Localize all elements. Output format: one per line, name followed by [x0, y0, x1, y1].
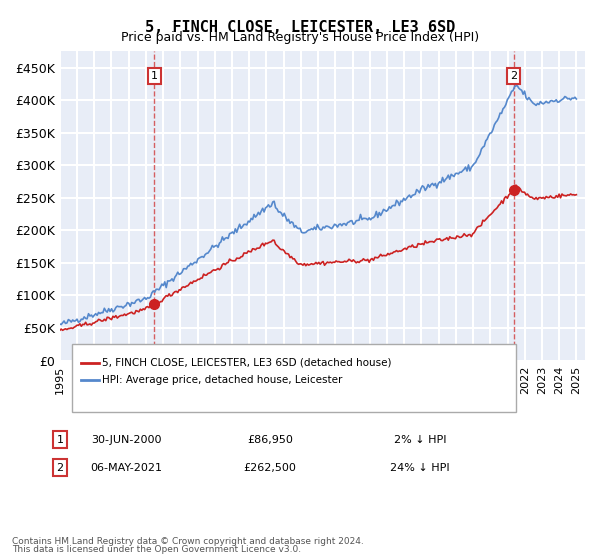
Text: 1: 1: [56, 435, 64, 445]
Text: 24% ↓ HPI: 24% ↓ HPI: [390, 463, 450, 473]
Text: 06-MAY-2021: 06-MAY-2021: [90, 463, 162, 473]
Text: Contains HM Land Registry data © Crown copyright and database right 2024.: Contains HM Land Registry data © Crown c…: [12, 537, 364, 546]
Text: 2% ↓ HPI: 2% ↓ HPI: [394, 435, 446, 445]
Text: 5, FINCH CLOSE, LEICESTER, LE3 6SD (detached house): 5, FINCH CLOSE, LEICESTER, LE3 6SD (deta…: [102, 358, 392, 368]
Text: Price paid vs. HM Land Registry's House Price Index (HPI): Price paid vs. HM Land Registry's House …: [121, 31, 479, 44]
Text: £86,950: £86,950: [247, 435, 293, 445]
Text: £262,500: £262,500: [244, 463, 296, 473]
Text: 1: 1: [151, 71, 158, 81]
Text: 2: 2: [510, 71, 517, 81]
Text: HPI: Average price, detached house, Leicester: HPI: Average price, detached house, Leic…: [102, 375, 343, 385]
Text: 30-JUN-2000: 30-JUN-2000: [91, 435, 161, 445]
Text: 2: 2: [56, 463, 64, 473]
Text: This data is licensed under the Open Government Licence v3.0.: This data is licensed under the Open Gov…: [12, 545, 301, 554]
Text: 5, FINCH CLOSE, LEICESTER, LE3 6SD: 5, FINCH CLOSE, LEICESTER, LE3 6SD: [145, 20, 455, 35]
